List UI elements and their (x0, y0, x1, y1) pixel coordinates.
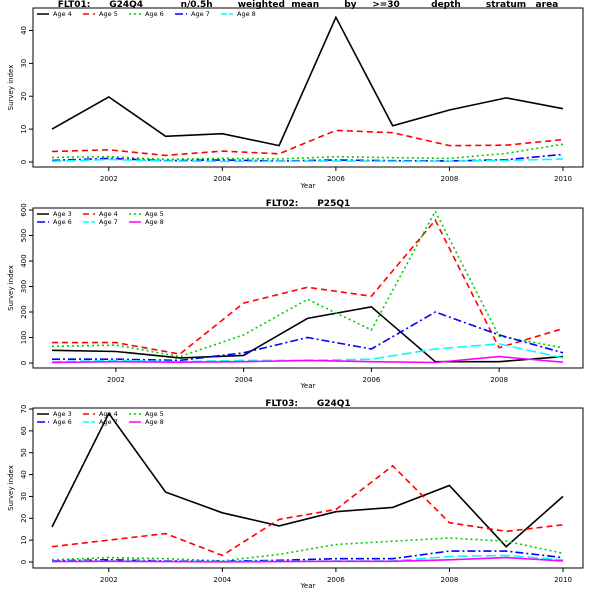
legend: Age 3 Age 4 Age 5 Age 6 Age 7 Age 8 (37, 410, 164, 426)
y-axis-label: Survey index (7, 65, 15, 111)
y-tick-label: 40 (20, 26, 28, 35)
plot-frame (32, 7, 584, 168)
legend-label: Age 4 (99, 410, 118, 418)
y-tick-label: 40 (20, 470, 28, 479)
chart-title: FLT02: P25Q1 (266, 199, 351, 209)
y-tick-label: 70 (20, 405, 28, 414)
series-line-age-4 (52, 218, 564, 355)
x-tick-label: 2002 (100, 175, 118, 183)
chart-panel-3: FLT03: G24Q1 2002 2004 2006 2008 2010 0 10 20 30 4… (7, 399, 584, 590)
x-tick-label: 2008 (441, 175, 459, 183)
y-tick-label: 300 (20, 280, 28, 293)
x-tick-label: 2004 (235, 376, 253, 384)
y-tick-label: 20 (20, 514, 28, 523)
y-tick-label: 400 (20, 254, 28, 267)
series-line-age-5 (51, 209, 564, 358)
y-tick-label: 20 (20, 92, 28, 101)
series-line-age-3 (51, 411, 564, 548)
x-tick-label: 2006 (327, 175, 345, 183)
x-tick-label: 2006 (362, 376, 380, 384)
y-tick-label: 600 (20, 203, 28, 216)
legend-label: Age 8 (145, 418, 164, 426)
y-tick-label: 10 (20, 125, 28, 134)
legend-label: Age 3 (53, 410, 72, 418)
y-tick-label: 10 (20, 536, 28, 545)
y-tick-label: 0 (20, 361, 28, 365)
x-tick-label: 2008 (490, 376, 508, 384)
chart-title: FLT03: G24Q1 (265, 399, 350, 409)
series-line-age-6 (52, 311, 564, 362)
legend-label: Age 5 (145, 210, 164, 218)
series-line-age-8 (51, 556, 564, 563)
legend-label: Age 6 (53, 418, 72, 426)
y-tick-label: 200 (20, 305, 28, 318)
y-tick-label: 0 (20, 560, 28, 564)
y-tick-label: 30 (20, 492, 28, 501)
series-line-age-8 (51, 158, 564, 163)
chart-panel-2: FLT02: P25Q1 2002 2004 2006 2008 0 100 200 300 40… (7, 199, 584, 390)
legend-label: Age 5 (145, 410, 164, 418)
legend-label: Age 8 (145, 218, 164, 226)
x-tick-label: 2002 (107, 376, 125, 384)
y-tick-label: 100 (20, 331, 28, 344)
x-axis-label: Year (300, 182, 316, 190)
y-tick-label: 30 (20, 59, 28, 68)
series-line-age-3 (51, 306, 564, 363)
series-line-age-8 (51, 355, 564, 364)
x-tick-label: 2004 (213, 175, 231, 183)
x-axis-label: Year (300, 582, 316, 590)
legend-label: Age 6 (53, 218, 72, 226)
x-tick-label: 2010 (554, 576, 572, 584)
legend: Age 3 Age 4 Age 5 Age 6 Age 7 Age 8 (37, 210, 164, 226)
y-tick-label: 60 (20, 426, 28, 435)
x-tick-label: 2006 (327, 576, 345, 584)
plot-frame (32, 407, 584, 569)
chart-panel-1: FLT01: G24Q4 n/0.5h weighted mean by >=3… (7, 0, 584, 190)
legend-label: Age 4 (99, 210, 118, 218)
series-line-age-6 (51, 143, 564, 161)
series-line-age-5 (51, 537, 564, 562)
legend-label: Age 3 (53, 210, 72, 218)
x-axis-label: Year (300, 382, 316, 390)
legend-label: Age 8 (237, 10, 256, 18)
x-tick-label: 2002 (100, 576, 118, 584)
x-tick-label: 2008 (441, 576, 459, 584)
x-tick-label: 2004 (213, 576, 231, 584)
y-axis-label: Survey index (7, 465, 15, 511)
legend-label: Age 4 (53, 10, 72, 18)
legend-label: Age 7 (191, 10, 210, 18)
series-line-age-4 (51, 15, 564, 147)
plot-frame (32, 207, 584, 369)
legend: Age 4 Age 5 Age 6 Age 7 Age 8 (37, 10, 256, 18)
y-axis-label: Survey index (7, 265, 15, 311)
y-tick-label: 500 (20, 229, 28, 242)
legend-label: Age 6 (145, 10, 164, 18)
x-tick-label: 2010 (554, 175, 572, 183)
legend-label: Age 5 (99, 10, 118, 18)
legend-label: Age 7 (99, 418, 118, 426)
y-tick-label: 50 (20, 448, 28, 457)
series-line-age-4 (51, 464, 564, 557)
legend-label: Age 7 (99, 218, 118, 226)
series-line-age-5 (51, 129, 564, 157)
y-tick-label: 0 (20, 160, 28, 164)
chart-title: FLT01: G24Q4 n/0.5h weighted mean by >=3… (58, 0, 559, 10)
